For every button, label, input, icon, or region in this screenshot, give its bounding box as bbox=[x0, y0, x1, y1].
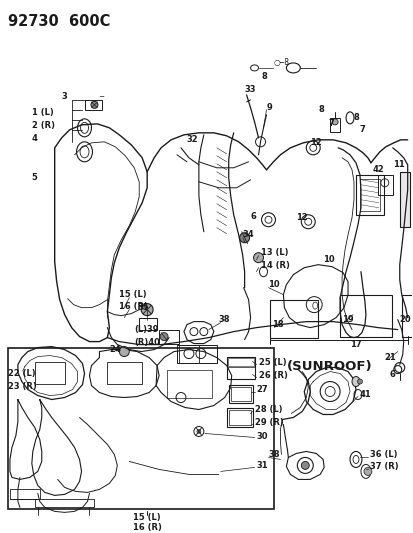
Bar bbox=[377, 175, 392, 195]
Circle shape bbox=[197, 430, 200, 433]
Text: 22 (L): 22 (L) bbox=[8, 369, 36, 378]
Text: 34: 34 bbox=[242, 230, 254, 239]
Bar bbox=[228, 409, 250, 425]
Bar bbox=[159, 329, 178, 344]
Text: 27: 27 bbox=[256, 385, 268, 394]
Text: 31: 31 bbox=[256, 461, 268, 470]
Text: 5: 5 bbox=[32, 173, 38, 182]
Bar bbox=[84, 100, 102, 110]
Circle shape bbox=[301, 462, 309, 470]
Text: 12: 12 bbox=[309, 139, 321, 147]
Text: 10: 10 bbox=[268, 280, 280, 289]
Text: ○─8: ○─8 bbox=[273, 59, 289, 67]
Bar bbox=[8, 348, 274, 510]
Text: 15 (L): 15 (L) bbox=[133, 513, 161, 522]
Circle shape bbox=[239, 233, 249, 243]
Bar bbox=[177, 344, 216, 362]
Text: 30: 30 bbox=[256, 432, 267, 441]
Text: 36 (L): 36 (L) bbox=[369, 450, 396, 459]
Text: 21: 21 bbox=[384, 353, 396, 362]
Text: 92730  600C: 92730 600C bbox=[8, 14, 110, 29]
Bar bbox=[228, 384, 252, 402]
Text: 38: 38 bbox=[268, 450, 279, 459]
Bar bbox=[35, 361, 64, 384]
Bar bbox=[355, 175, 383, 215]
Circle shape bbox=[253, 253, 263, 263]
Circle shape bbox=[363, 467, 371, 475]
Text: 25 (L): 25 (L) bbox=[258, 358, 285, 367]
Text: 19: 19 bbox=[341, 315, 353, 324]
Text: 16 (R): 16 (R) bbox=[119, 302, 148, 311]
Text: 26 (R): 26 (R) bbox=[258, 371, 287, 380]
Bar bbox=[270, 300, 318, 337]
Text: 14 (R): 14 (R) bbox=[260, 261, 289, 270]
Text: 6: 6 bbox=[250, 212, 256, 221]
Text: 17: 17 bbox=[349, 340, 361, 349]
Text: 11: 11 bbox=[392, 160, 404, 169]
Text: 37 (R): 37 (R) bbox=[369, 462, 398, 471]
Text: 42: 42 bbox=[372, 165, 384, 174]
Text: 12: 12 bbox=[296, 213, 307, 222]
Bar bbox=[227, 358, 253, 366]
Text: 7: 7 bbox=[328, 119, 333, 128]
Text: (R)40: (R)40 bbox=[134, 338, 160, 347]
Bar bbox=[230, 386, 250, 400]
Text: 10: 10 bbox=[323, 255, 334, 264]
Text: 6: 6 bbox=[389, 370, 395, 379]
Text: 8: 8 bbox=[261, 72, 267, 82]
Bar bbox=[401, 295, 413, 336]
Text: 13 (L): 13 (L) bbox=[260, 248, 287, 257]
Text: (L)39: (L)39 bbox=[134, 325, 158, 334]
Text: (SUNROOF): (SUNROOF) bbox=[286, 360, 371, 373]
Text: 8: 8 bbox=[318, 106, 323, 115]
Bar bbox=[10, 489, 40, 499]
Text: 41: 41 bbox=[359, 390, 371, 399]
Text: 28 (L): 28 (L) bbox=[254, 405, 281, 414]
Text: 35: 35 bbox=[137, 303, 149, 312]
Circle shape bbox=[91, 101, 98, 108]
Text: 9: 9 bbox=[266, 103, 272, 112]
Circle shape bbox=[141, 304, 153, 316]
Text: 29 (R): 29 (R) bbox=[254, 418, 282, 427]
Text: 7: 7 bbox=[359, 125, 365, 134]
Text: 33: 33 bbox=[244, 85, 256, 94]
Bar bbox=[226, 408, 252, 427]
Text: 16 (R): 16 (R) bbox=[133, 523, 161, 532]
Circle shape bbox=[331, 119, 337, 125]
Text: 18: 18 bbox=[272, 320, 283, 329]
Circle shape bbox=[160, 333, 168, 341]
Text: 23 (R): 23 (R) bbox=[8, 382, 37, 391]
Text: 38: 38 bbox=[218, 315, 230, 324]
Bar bbox=[359, 179, 379, 211]
Ellipse shape bbox=[351, 376, 359, 386]
Text: 3: 3 bbox=[62, 92, 67, 101]
Text: 1 (L): 1 (L) bbox=[32, 108, 53, 117]
Bar bbox=[329, 118, 339, 132]
Bar bbox=[399, 172, 409, 227]
Text: 2 (R): 2 (R) bbox=[32, 122, 55, 131]
Circle shape bbox=[119, 346, 129, 357]
Text: 20: 20 bbox=[399, 315, 411, 324]
Bar bbox=[167, 369, 211, 398]
Text: 32: 32 bbox=[187, 135, 198, 144]
Bar bbox=[107, 361, 142, 384]
Bar bbox=[226, 357, 254, 378]
Bar bbox=[35, 499, 94, 507]
Text: ─: ─ bbox=[99, 94, 103, 100]
Text: 24: 24 bbox=[109, 345, 121, 354]
Bar bbox=[339, 295, 391, 336]
Circle shape bbox=[356, 379, 361, 384]
Text: 8: 8 bbox=[352, 114, 358, 123]
Bar bbox=[139, 318, 157, 329]
Bar bbox=[226, 357, 254, 367]
Text: 15 (L): 15 (L) bbox=[119, 290, 147, 299]
Text: 4: 4 bbox=[32, 134, 38, 143]
